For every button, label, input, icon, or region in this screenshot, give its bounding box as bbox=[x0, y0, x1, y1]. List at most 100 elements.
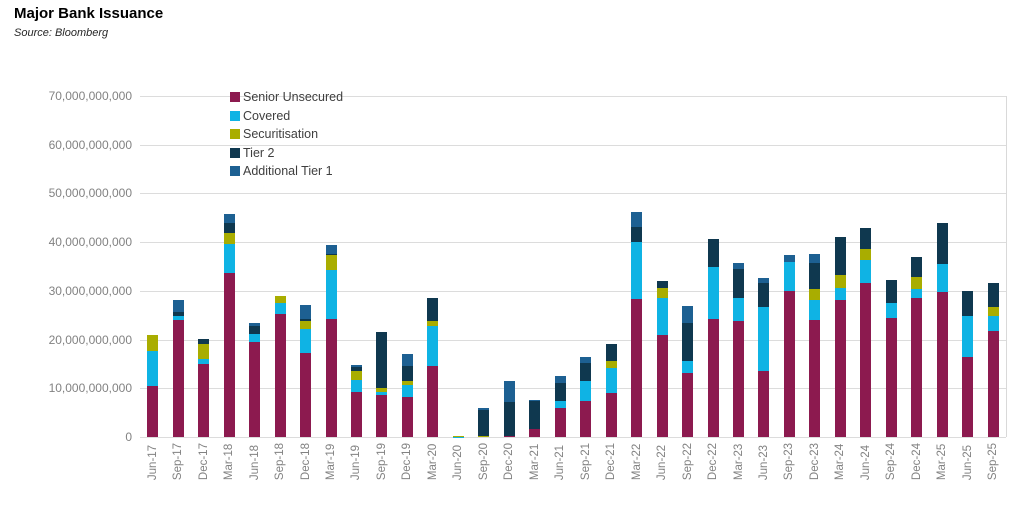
bar-segment-tier-2 bbox=[758, 283, 770, 308]
bar-segment-tier-2 bbox=[198, 339, 210, 345]
bar-segment-additional-tier-1 bbox=[300, 304, 312, 319]
bar-segment-tier-2 bbox=[656, 280, 668, 289]
bar-dec-17 bbox=[191, 96, 216, 437]
bar-segment-covered bbox=[325, 270, 337, 319]
x-axis-tick-label: Jun-21 bbox=[554, 444, 567, 481]
x-axis-tick: Mar-19 bbox=[318, 443, 343, 480]
bar-segment-senior-unsecured bbox=[223, 273, 235, 437]
y-axis-tick-label: 40,000,000,000 bbox=[48, 235, 132, 250]
bar-segment-covered bbox=[885, 303, 897, 319]
x-axis-tick-label: Mar-23 bbox=[732, 443, 745, 481]
legend-swatch bbox=[230, 166, 240, 177]
x-axis-tick: Sep-23 bbox=[777, 443, 802, 480]
x-axis-tick: Jun-24 bbox=[853, 443, 878, 480]
x-axis-tick: Mar-23 bbox=[726, 443, 751, 480]
x-axis-tick: Mar-21 bbox=[522, 443, 547, 480]
bar-sep-18 bbox=[267, 96, 292, 437]
bar-segment-covered bbox=[656, 298, 668, 336]
bar-segment-senior-unsecured bbox=[249, 341, 261, 437]
bars-container bbox=[140, 96, 1006, 437]
gridline bbox=[140, 339, 1006, 341]
bar-segment-tier-2 bbox=[427, 298, 439, 322]
legend-swatch bbox=[230, 110, 240, 121]
legend-swatch bbox=[230, 129, 240, 140]
x-axis-tick: Dec-21 bbox=[598, 443, 623, 480]
bar-segment-senior-unsecured bbox=[911, 298, 923, 437]
bar-segment-covered bbox=[758, 307, 770, 371]
bar-segment-senior-unsecured bbox=[274, 313, 286, 437]
legend: Senior Unsecured Covered Securitisation Tie… bbox=[230, 88, 343, 181]
legend-label: Additional Tier 1 bbox=[243, 164, 333, 179]
bar-segment-covered bbox=[682, 360, 694, 374]
x-axis-tick-label: Mar-18 bbox=[223, 443, 236, 481]
bar-segment-tier-2 bbox=[707, 238, 719, 268]
bar-segment-covered bbox=[172, 316, 184, 321]
x-axis-tick: Sep-20 bbox=[471, 443, 496, 480]
plot-area: Senior Unsecured Covered Securitisation Tie… bbox=[49, 89, 1007, 444]
bar-sep-23 bbox=[777, 96, 802, 437]
bar-segment-senior-unsecured bbox=[198, 363, 210, 437]
bar-segment-covered bbox=[987, 315, 999, 332]
bar-segment-tier-2 bbox=[350, 366, 362, 372]
chart-source: Source: Bloomberg bbox=[14, 27, 109, 39]
bar-segment-securitisation bbox=[834, 274, 846, 288]
y-axis-tick-label: 50,000,000,000 bbox=[48, 186, 132, 201]
x-axis-tick-label: Dec-19 bbox=[401, 443, 414, 481]
x-axis-labels: Jun-17 Sep-17 Dec-17 Mar-18 Jun-18 Sep-18 Dec-… bbox=[140, 443, 1006, 480]
legend-label: Senior Unsecured bbox=[243, 90, 344, 105]
bar-segment-securitisation bbox=[274, 295, 286, 304]
bar-segment-securitisation bbox=[656, 288, 668, 299]
x-axis-tick-label: Dec-24 bbox=[910, 443, 923, 481]
bar-segment-tier-2 bbox=[911, 256, 923, 278]
bar-segment-securitisation bbox=[325, 255, 337, 271]
bar-segment-tier-2 bbox=[554, 382, 566, 401]
bar-segment-senior-unsecured bbox=[758, 370, 770, 437]
x-axis-tick-label: Jun-24 bbox=[859, 444, 872, 481]
bar-segment-senior-unsecured bbox=[783, 290, 795, 437]
bar-segment-covered bbox=[350, 379, 362, 393]
bar-segment-covered bbox=[911, 289, 923, 299]
bar-segment-tier-2 bbox=[223, 222, 235, 234]
bar-segment-securitisation bbox=[401, 380, 413, 386]
bar-dec-24 bbox=[904, 96, 929, 437]
bar-segment-senior-unsecured bbox=[376, 395, 388, 437]
x-axis-tick-label: Sep-17 bbox=[172, 443, 185, 481]
bar-segment-covered bbox=[274, 303, 286, 314]
bar-segment-securitisation bbox=[860, 248, 872, 260]
bar-segment-tier-2 bbox=[834, 237, 846, 275]
bar-segment-additional-tier-1 bbox=[529, 399, 541, 401]
x-axis-tick-label: Jun-18 bbox=[248, 444, 261, 481]
bar-sep-25 bbox=[980, 96, 1005, 437]
bar-segment-tier-2 bbox=[172, 311, 184, 317]
gridline bbox=[140, 144, 1006, 146]
legend-item-additional-tier-1: Additional Tier 1 bbox=[230, 162, 343, 181]
bar-segment-senior-unsecured bbox=[885, 318, 897, 437]
bar-segment-covered bbox=[376, 392, 388, 396]
x-axis-tick: Sep-19 bbox=[369, 443, 394, 480]
bar-jun-18 bbox=[242, 96, 267, 437]
bar-segment-securitisation bbox=[300, 320, 312, 330]
bar-segment-senior-unsecured bbox=[656, 335, 668, 437]
x-axis-tick-label: Mar-25 bbox=[936, 443, 949, 481]
bar-segment-tier-2 bbox=[631, 226, 643, 243]
bar-segment-securitisation bbox=[911, 277, 923, 290]
bar-segment-tier-2 bbox=[401, 365, 413, 381]
bar-jun-22 bbox=[649, 96, 674, 437]
bar-segment-additional-tier-1 bbox=[783, 255, 795, 262]
x-axis-tick-label: Jun-19 bbox=[350, 444, 363, 481]
bar-segment-additional-tier-1 bbox=[758, 277, 770, 284]
bar-segment-securitisation bbox=[987, 306, 999, 316]
x-axis-tick: Sep-17 bbox=[165, 443, 190, 480]
x-axis-tick: Dec-20 bbox=[497, 443, 522, 480]
bar-segment-covered bbox=[198, 359, 210, 364]
x-axis-tick: Jun-23 bbox=[751, 443, 776, 480]
bar-segment-senior-unsecured bbox=[172, 320, 184, 437]
x-axis-tick: Sep-21 bbox=[573, 443, 598, 480]
x-axis-tick: Mar-24 bbox=[828, 443, 853, 480]
bar-segment-securitisation bbox=[350, 371, 362, 380]
bar-segment-tier-2 bbox=[605, 343, 617, 361]
x-axis-tick: Jun-25 bbox=[955, 443, 980, 480]
bar-dec-21 bbox=[598, 96, 623, 437]
bar-segment-covered bbox=[580, 381, 592, 401]
bar-segment-covered bbox=[249, 333, 261, 342]
